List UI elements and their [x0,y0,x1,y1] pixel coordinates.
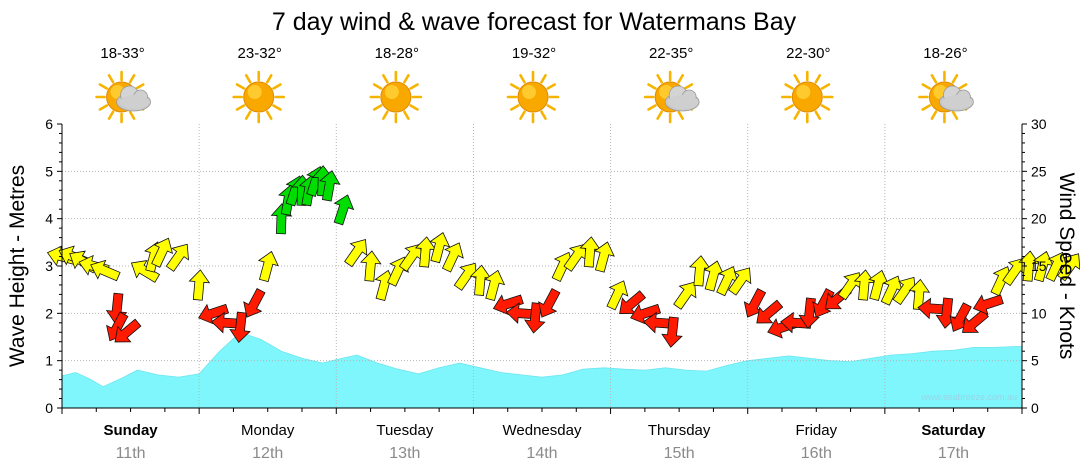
wind-arrow [756,299,784,324]
credit-text: www.seabreeze.com.au [920,392,1017,402]
day-temperature: 23-32° [238,45,282,62]
y-left-tick-label: 2 [45,305,53,321]
y-left-tick-label: 4 [45,211,53,227]
y-right-tick-label: 25 [1031,163,1047,179]
y-right-tick-label: 20 [1031,211,1047,227]
y-left-tick-label: 3 [45,258,53,274]
sunny-icon [780,70,834,124]
day-labels: Sunday 11th Monday 12th Tuesday 13th Wednesday… [103,422,986,462]
wind-arrow [360,250,382,282]
day-date-label: 17th [938,445,969,462]
wind-arrow [114,318,142,343]
weather-icon-row [95,70,974,124]
wind-arrow [130,260,161,283]
y-right-tick-label: 5 [1031,353,1039,369]
day-name-label: Sunday [103,422,158,439]
wind-series [46,165,1080,348]
wind-arrow [661,316,683,348]
day-date-label: 13th [389,445,420,462]
day-temperature: 22-30° [786,45,830,62]
day-name-label: Thursday [648,422,711,439]
wind-arrow [1057,253,1080,282]
wind-arrow [484,269,506,302]
wind-arrow [243,288,266,318]
sunny-icon [369,70,423,124]
day-name-label: Friday [795,422,837,439]
wind-arrow [229,311,251,344]
wind-arrow [441,242,464,273]
wave-height-area [61,331,1023,409]
day-temperature: 18-26° [923,45,967,62]
day-date-label: 12th [252,445,283,462]
y-left-tick-label: 1 [45,353,53,369]
chart-title: 7 day wind & wave forecast for Watermans… [272,8,797,36]
wind-arrow [333,194,355,226]
wind-arrow [90,259,121,282]
day-name-label: Monday [241,422,295,439]
y-right-tick-label: 0 [1031,400,1039,416]
wind-arrow [673,281,697,310]
day-temperature: 18-28° [375,45,419,62]
y-left-tick-label: 5 [45,163,53,179]
wind-arrow [593,241,615,273]
wind-arrow [606,280,629,311]
wave-series [61,331,1023,409]
wind-arrow [319,170,341,202]
partly-cloudy-icon [643,70,700,124]
plot-area: www.seabreeze.com.au [46,124,1080,409]
day-temperature: 19-32° [512,45,556,62]
day-date-label: 15th [664,445,695,462]
y-left-tick-label: 6 [45,116,53,132]
wind-arrow [538,288,561,318]
day-date-label: 14th [526,445,557,462]
day-date-label: 11th [116,445,146,462]
y-axis-right-title: Wind Speed - Knots [1055,173,1078,360]
wind-arrow [151,237,174,268]
wind-arrow [429,232,451,264]
day-temperature: 22-35° [649,45,693,62]
wind-arrow [188,269,211,301]
day-name-label: Tuesday [376,422,433,439]
wind-arrow [257,250,279,283]
y-left-tick-label: 0 [45,400,53,416]
partly-cloudy-icon [918,70,974,124]
sunny-icon [232,70,286,124]
partly-cloudy-icon [95,70,151,124]
wind-arrow [728,267,752,296]
y-right-tick-label: 30 [1031,116,1047,132]
wind-arrow [524,302,546,334]
y-right-tick-label: 15 [1031,258,1047,274]
wind-arrow [908,278,931,311]
sunny-icon [506,70,560,124]
day-name-label: Wednesday [503,422,582,439]
y-axis-left-title: Wave Height - Metres [6,165,29,367]
day-name-label: Saturday [921,422,986,439]
wind-arrow [165,243,189,272]
wind-arrow [344,239,368,268]
temperature-row: 18-33° 23-32° 18-28° 19-32° 22-35° 22-30° 18-2… [100,45,967,62]
day-temperature: 18-33° [100,45,144,62]
axes: 0 1 2 3 4 5 6 0 5 10 15 20 25 30 [45,116,1047,416]
y-right-tick-label: 10 [1031,305,1047,321]
wind-arrow [972,294,1004,316]
day-date-label: 16th [801,445,832,462]
